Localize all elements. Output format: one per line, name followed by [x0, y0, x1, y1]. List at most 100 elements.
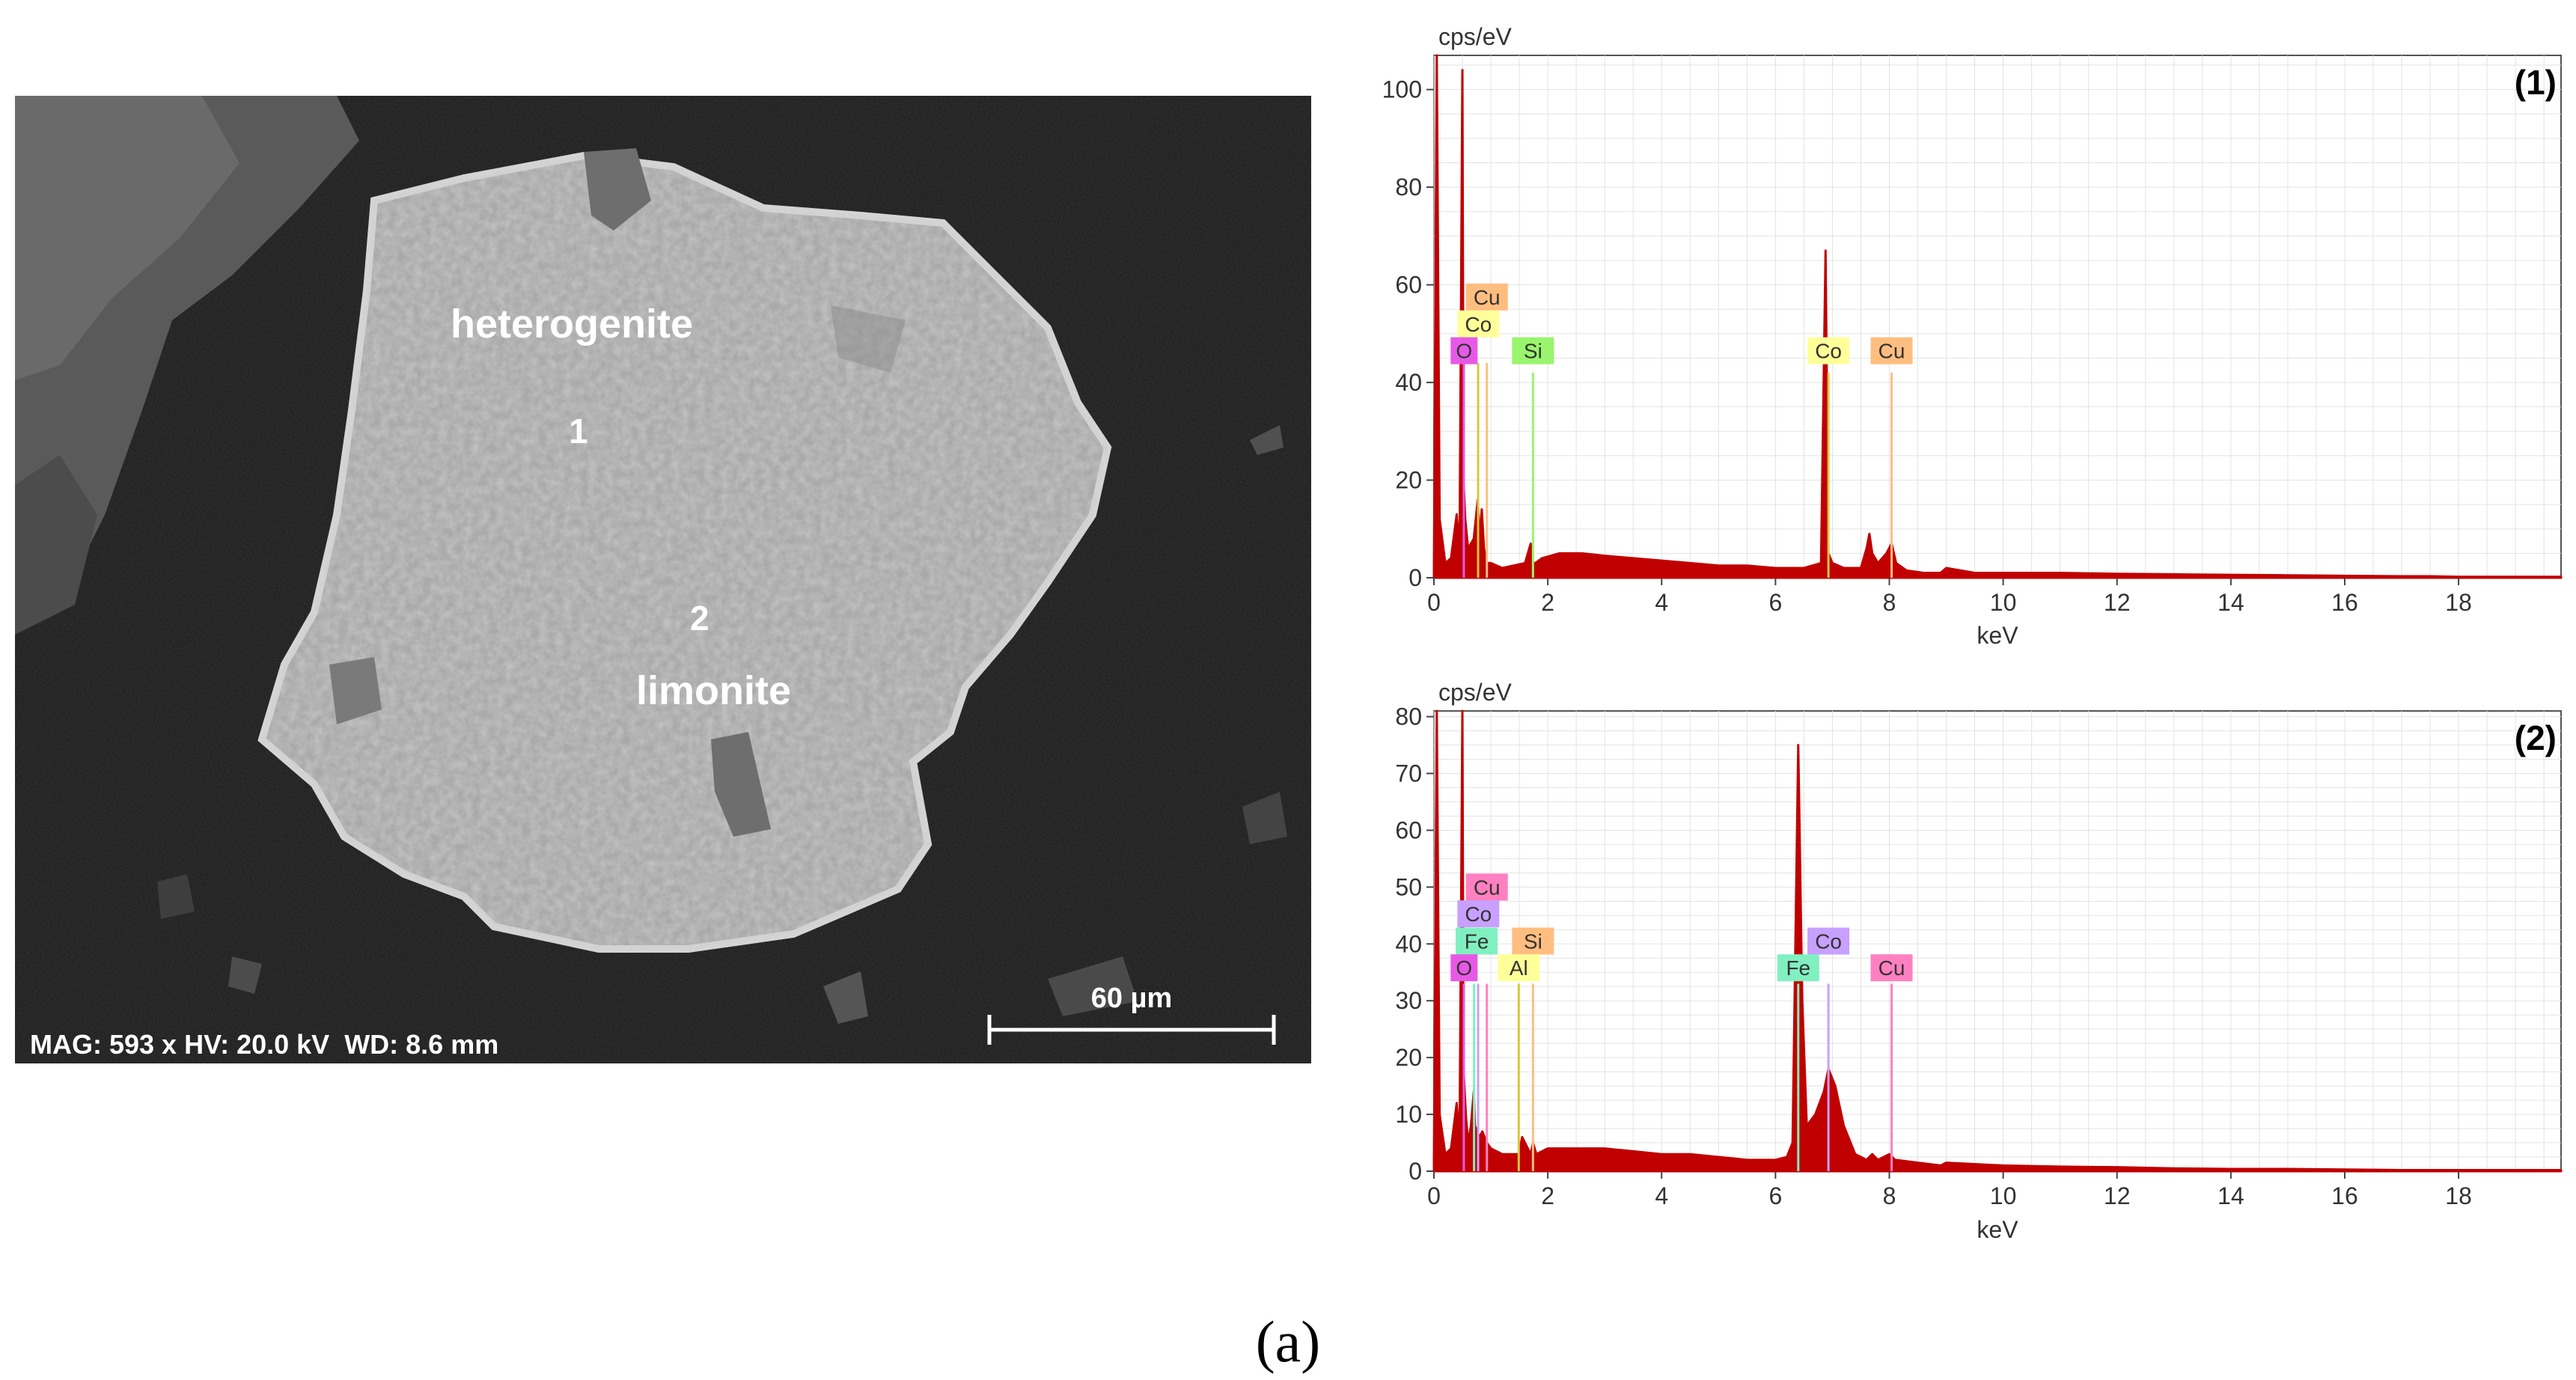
sem-info-footer: MAG: 593 x HV: 20.0 kV WD: 8.6 mm — [30, 1029, 498, 1060]
element-label-text: O — [1456, 956, 1472, 980]
element-label-box — [1807, 337, 1850, 364]
x-tick-label: 10 — [1990, 1182, 2017, 1209]
element-label-text: Co — [1465, 313, 1492, 336]
y-tick-label: 0 — [1408, 1158, 1422, 1185]
x-tick-label: 12 — [2104, 1182, 2131, 1209]
x-tick-label: 6 — [1768, 589, 1782, 616]
element-label-si: Si — [1512, 927, 1554, 955]
figure-caption: (a) — [1255, 1309, 1321, 1374]
x-axis-label: keV — [1977, 622, 2018, 649]
element-label-box — [1870, 954, 1913, 982]
scale-bar — [987, 1015, 1276, 1045]
y-tick-label: 20 — [1395, 1044, 1422, 1071]
element-label-text: O — [1456, 340, 1472, 363]
element-label-box — [1465, 873, 1508, 901]
element-label-o: O — [1450, 954, 1478, 982]
spectrum-title: (1) — [2515, 63, 2557, 102]
element-label-text: Cu — [1878, 340, 1905, 363]
x-tick-label: 14 — [2218, 1182, 2244, 1209]
point-label-1: 1 — [569, 412, 588, 451]
inclusion — [584, 148, 651, 230]
element-label-cu: Cu — [1465, 873, 1508, 901]
element-label-box — [1456, 927, 1498, 955]
spectrum-trace — [1432, 54, 2563, 579]
y-axis-label: cps/eV — [1438, 679, 1512, 706]
x-tick-label: 4 — [1655, 589, 1668, 616]
element-label-co: Co — [1457, 900, 1500, 928]
element-label-co: Co — [1807, 927, 1850, 955]
x-axis-label: keV — [1977, 1216, 2018, 1243]
element-label-text: Si — [1524, 930, 1542, 953]
y-tick-label: 40 — [1395, 930, 1422, 957]
element-label-cu: Cu — [1870, 337, 1913, 364]
eds-spectrum-1: Cu Co O Si Co Cu 0 2 4 6 8 10 12 14 16 18 0 20 40 60 80 100… — [1382, 23, 2563, 649]
element-label-box — [1870, 337, 1913, 364]
y-tick-label: 30 — [1395, 987, 1422, 1014]
element-label-text: Co — [1815, 930, 1842, 953]
sem-micrograph: heterogenite 1 2 limonite MAG: 593 x HV:… — [15, 96, 1311, 1063]
x-tick-label: 12 — [2104, 589, 2131, 616]
element-label-box — [1465, 283, 1508, 311]
point-label-2: 2 — [690, 599, 709, 638]
element-label-co: Co — [1457, 310, 1500, 338]
x-tick-label: 2 — [1541, 1182, 1554, 1209]
element-label-box — [1498, 954, 1540, 982]
element-label-box — [1512, 927, 1554, 955]
y-tick-label: 100 — [1382, 76, 1422, 103]
y-tick-label: 50 — [1395, 873, 1422, 900]
mineral-label-heterogenite: heterogenite — [451, 302, 693, 346]
element-label-co: Co — [1807, 337, 1850, 364]
x-tick-label: 8 — [1883, 1182, 1896, 1209]
element-label-box — [1512, 337, 1554, 364]
element-label-cu: Cu — [1465, 283, 1508, 311]
element-label-text: Co — [1465, 903, 1492, 926]
element-label-text: Cu — [1474, 876, 1501, 899]
element-label-fe: Fe — [1777, 954, 1819, 982]
y-tick-label: 10 — [1395, 1101, 1422, 1128]
inclusion — [711, 732, 771, 837]
y-tick-label: 0 — [1408, 564, 1422, 591]
element-label-box — [1450, 954, 1478, 982]
x-tick-label: 0 — [1427, 1182, 1441, 1209]
x-tick-label: 6 — [1768, 1182, 1782, 1209]
element-label-text: Cu — [1474, 286, 1501, 309]
spectrum-title: (2) — [2515, 718, 2557, 757]
element-label-text: Cu — [1878, 956, 1905, 980]
element-label-o: O — [1450, 337, 1478, 364]
mineral-label-limonite: limonite — [636, 668, 791, 713]
y-tick-label: 80 — [1395, 174, 1422, 201]
element-label-text: Al — [1510, 956, 1528, 980]
y-tick-label: 80 — [1395, 703, 1422, 730]
x-tick-label: 0 — [1427, 589, 1441, 616]
element-label-box — [1457, 900, 1500, 928]
element-label-box — [1450, 337, 1478, 364]
x-tick-label: 16 — [2331, 589, 2358, 616]
element-label-box — [1777, 954, 1819, 982]
spectrum-trace — [1432, 709, 2563, 1173]
element-label-box — [1457, 310, 1500, 338]
y-tick-label: 40 — [1395, 369, 1422, 396]
x-tick-label: 18 — [2445, 1182, 2472, 1209]
x-tick-label: 14 — [2218, 589, 2244, 616]
element-label-al: Al — [1498, 954, 1540, 982]
element-label-text: Co — [1815, 340, 1842, 363]
y-tick-label: 20 — [1395, 467, 1422, 494]
x-tick-label: 2 — [1541, 589, 1554, 616]
y-axis-label: cps/eV — [1438, 23, 1512, 50]
y-tick-label: 70 — [1395, 760, 1422, 787]
y-tick-label: 60 — [1395, 272, 1422, 299]
element-label-text: Fe — [1465, 930, 1489, 953]
x-tick-label: 4 — [1655, 1182, 1668, 1209]
element-label-fe: Fe — [1456, 927, 1498, 955]
x-tick-label: 18 — [2445, 589, 2472, 616]
x-tick-label: 16 — [2331, 1182, 2358, 1209]
element-label-box — [1807, 927, 1850, 955]
element-label-text: Si — [1524, 340, 1542, 363]
element-label-si: Si — [1512, 337, 1554, 364]
element-label-text: Fe — [1786, 956, 1810, 980]
element-label-cu: Cu — [1870, 954, 1913, 982]
x-tick-label: 8 — [1883, 589, 1896, 616]
y-tick-label: 60 — [1395, 816, 1422, 843]
x-tick-label: 10 — [1990, 589, 2017, 616]
